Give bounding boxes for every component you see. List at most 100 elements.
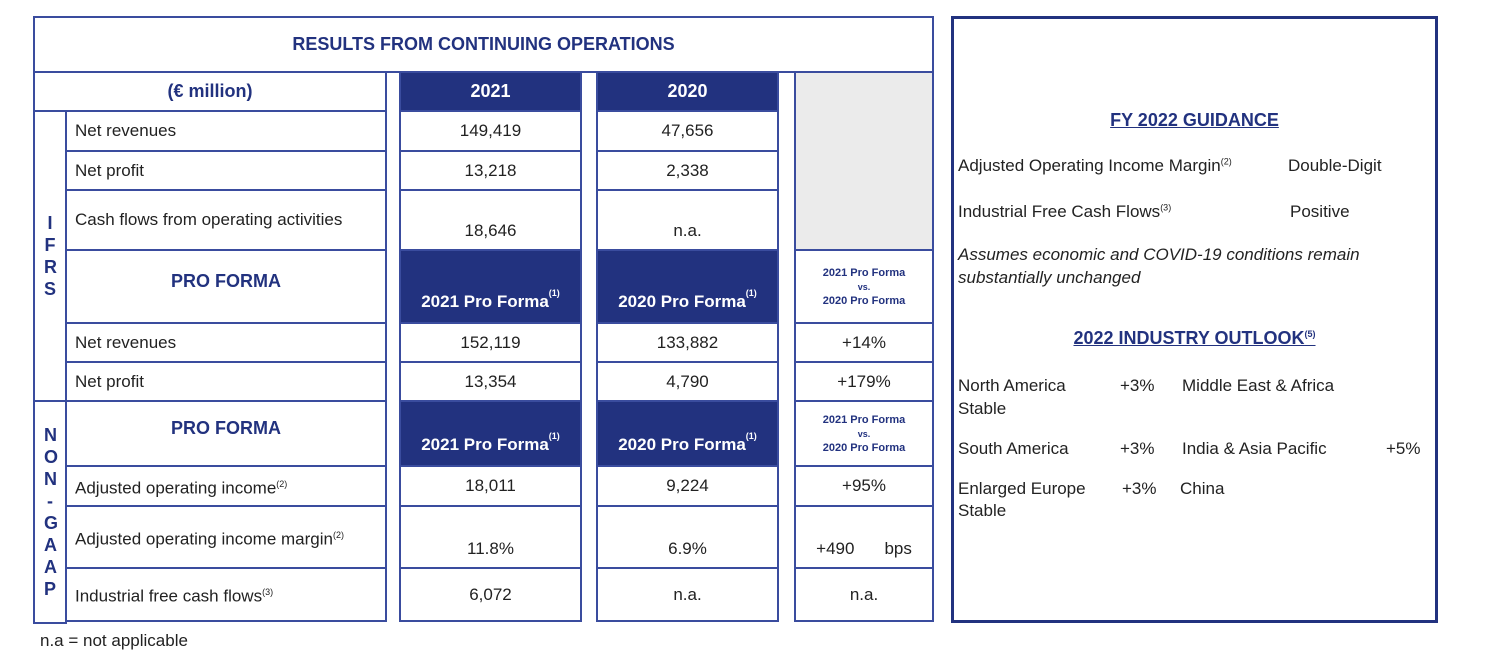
region-value: +3% [1120, 376, 1155, 395]
comparison-text: 2020 Pro Forma [822, 294, 906, 307]
pro-forma-header: 2020 Pro Forma (1) [596, 400, 779, 467]
guidance-value: Positive [1290, 202, 1350, 221]
comparison-text: 2021 Pro Forma [822, 413, 906, 426]
value: 4,790 [666, 371, 709, 391]
footnote-ref: (2) [276, 478, 288, 489]
comparison-header: 2021 Pro Forma vs. 2020 Pro Forma [794, 249, 934, 324]
change: +490 [816, 539, 855, 558]
footnote-ref: (2) [1220, 156, 1232, 167]
change: n.a. [849, 584, 879, 604]
region-value: Stable [958, 501, 1007, 520]
value: 152,119 [460, 332, 521, 352]
comparison-text: 2021 Pro Forma [822, 266, 906, 279]
outlook-title: 2022 INDUSTRY OUTLOOK(5) [1073, 328, 1316, 348]
value-cell: 6,072 [399, 567, 582, 622]
pro-forma-label-cell: PRO FORMA [65, 400, 387, 467]
row-label-cell: Net profit [65, 150, 387, 191]
value-cell: 13,218 [399, 150, 582, 191]
value-cell: 18,646 [399, 189, 582, 251]
value: n.a. [673, 221, 702, 240]
row-label-cell: Net revenues [65, 322, 387, 363]
side-label-cell: NON-GAAP [33, 400, 67, 624]
region-value: Stable [958, 399, 1007, 418]
guidance-label: Industrial Free Cash Flows(3) [958, 202, 1172, 221]
change-cell: +490 bps [794, 505, 934, 569]
change-cell: +179% [794, 361, 934, 402]
region-value: +3% [1122, 479, 1157, 498]
row-label: Net profit [75, 371, 144, 391]
value: 18,646 [464, 221, 517, 240]
row-label-cell: Net profit [65, 361, 387, 402]
value-cell: 18,011 [399, 465, 582, 507]
row-label-cell: Industrial free cash flows(3) [65, 567, 387, 622]
change-cell: n.a. [794, 567, 934, 622]
value-cell: 149,419 [399, 110, 582, 152]
row-label: Net revenues [75, 121, 177, 140]
value: 18,011 [465, 476, 516, 495]
side-label: NON-GAAP [44, 425, 59, 599]
comparison-text: vs. [857, 428, 871, 439]
footnote: n.a = not applicable [40, 631, 188, 650]
value: 6.9% [668, 539, 707, 558]
value-cell: 4,790 [596, 361, 779, 402]
pro-forma-column: 2020 Pro Forma [618, 435, 746, 454]
change: +95% [842, 476, 886, 495]
change-cell: +14% [794, 322, 934, 363]
value: 13,354 [464, 371, 517, 391]
value: 47,656 [661, 121, 714, 140]
row-label: Cash flows from operating activities [75, 210, 343, 229]
region-value: +3% [1120, 439, 1155, 458]
value-cell: 6.9% [596, 505, 779, 569]
value: n.a. [673, 584, 702, 604]
value-cell: 133,882 [596, 322, 779, 363]
guidance-label: Adjusted Operating Income Margin(2) [958, 156, 1232, 175]
pro-forma-label-cell: PRO FORMA [65, 249, 387, 324]
guidance-title: FY 2022 GUIDANCE [1110, 110, 1279, 130]
region-name: China [1180, 479, 1225, 498]
unit-cell: (€ million) [33, 71, 387, 112]
footnote-ref: (5) [1304, 329, 1316, 339]
value: 13,218 [464, 160, 517, 180]
pro-forma-header: 2021 Pro Forma (1) [399, 249, 582, 324]
side-label: IFRS [44, 213, 57, 299]
row-label-cell: Adjusted operating income(2) [65, 465, 387, 507]
row-label-cell: Net revenues [65, 110, 387, 152]
footnote-ref: (2) [332, 529, 344, 540]
pro-forma-column: 2021 Pro Forma [421, 435, 549, 454]
footnote-ref: (1) [548, 288, 560, 298]
region-name: North America [958, 376, 1066, 395]
change: +179% [837, 371, 891, 391]
footnote-ref: (1) [745, 288, 757, 298]
value: 149,419 [459, 121, 522, 140]
value-cell: 13,354 [399, 361, 582, 402]
value-cell: 152,119 [399, 322, 582, 363]
value: 9,224 [666, 476, 709, 495]
change-cell: +95% [794, 465, 934, 507]
value: 2,338 [666, 160, 709, 180]
table-title: RESULTS FROM CONTINUING OPERATIONS [292, 34, 675, 54]
footnote-ref: (3) [262, 587, 274, 598]
year-header: 2021 [399, 71, 582, 112]
footnote-ref: (3) [1160, 202, 1172, 213]
row-label: Adjusted operating income margin(2) [75, 529, 344, 549]
side-label-cell: IFRS [33, 110, 67, 402]
guidance-box [951, 16, 1438, 623]
pro-forma-label: PRO FORMA [171, 418, 281, 438]
value-cell: 11.8% [399, 505, 582, 569]
change-unit: bps [884, 539, 912, 558]
row-label: Net profit [75, 160, 144, 180]
region-name: India & Asia Pacific [1182, 439, 1327, 458]
value: 6,072 [469, 584, 512, 604]
value: 11.8% [467, 539, 514, 558]
year-header: 2020 [596, 71, 779, 112]
comparison-header: 2021 Pro Forma vs. 2020 Pro Forma [794, 400, 934, 467]
row-label-cell: Adjusted operating income margin(2) [65, 505, 387, 569]
unit-label: (€ million) [167, 81, 253, 101]
value-cell: 9,224 [596, 465, 779, 507]
comparison-text: vs. [857, 281, 871, 292]
row-label-cell: Cash flows from operating activities [65, 189, 387, 251]
pro-forma-header: 2020 Pro Forma (1) [596, 249, 779, 324]
footnote-ref: (1) [548, 431, 560, 441]
guidance-assumption: Assumes economic and COVID-19 conditions… [958, 245, 1360, 287]
